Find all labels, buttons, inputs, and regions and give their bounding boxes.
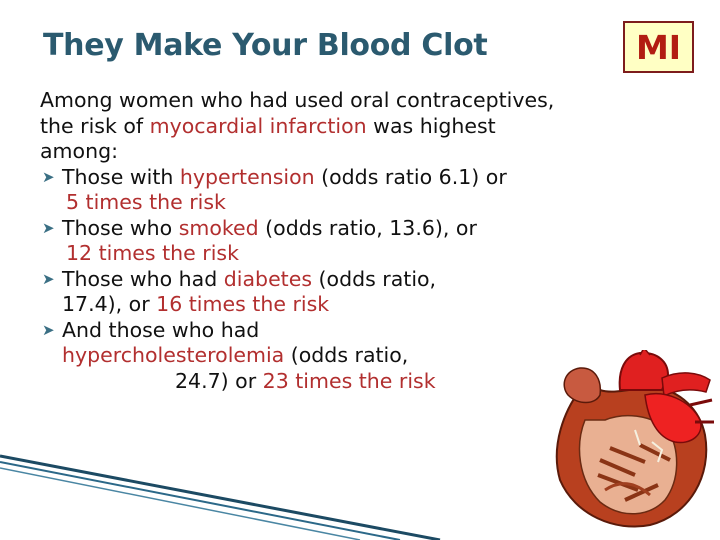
bullet-item-hypercholesterolemia-cont: hypercholesterolemia (odds ratio, (40, 343, 720, 369)
bullet-text: Those with (62, 164, 180, 189)
bullet-item-smoked: ➤ Those who smoked (odds ratio, 13.6), or (40, 216, 720, 242)
slide-title: They Make Your Blood Clot (43, 28, 488, 63)
bullet-text: (odds ratio, (312, 266, 437, 291)
heart-illustration (555, 350, 714, 528)
intro-text: was highest (366, 113, 496, 138)
bullet-item-hypertension-cont: 5 times the risk (40, 190, 720, 216)
bullet-text: And those who had (62, 317, 260, 342)
intro-line-2: the risk of myocardial infarction was hi… (40, 114, 720, 140)
bullet-text: (odds ratio, 13.6), or (258, 215, 477, 240)
bullet-icon: ➤ (42, 269, 55, 288)
diabetes-term: diabetes (223, 266, 313, 291)
bullet-item-diabetes: ➤ Those who had diabetes (odds ratio, (40, 267, 720, 293)
bullet-text: 24.7) or (175, 368, 263, 393)
bullet-text: Those who (62, 215, 179, 240)
bottom-left-decoration (0, 454, 441, 540)
bullet-icon: ➤ (42, 218, 55, 237)
bullet-item-smoked-cont: 12 times the risk (40, 241, 720, 267)
bullet-text: (odds ratio, (284, 343, 409, 367)
bullet-icon: ➤ (42, 320, 55, 339)
intro-line-3: among: (40, 139, 720, 165)
mi-badge: MI (623, 21, 694, 73)
bullet-text: 17.4), or (62, 292, 157, 316)
intro-text: the risk of (40, 113, 150, 138)
bullet-item-diabetes-cont: 17.4), or 16 times the risk (40, 292, 720, 318)
risk-multiplier: 23 times the risk (262, 368, 436, 393)
bullet-text: (odds ratio 6.1) or (314, 164, 507, 189)
risk-multiplier: 16 times the risk (156, 292, 330, 316)
bullet-icon: ➤ (42, 167, 55, 186)
hypertension-term: hypertension (179, 164, 315, 189)
bullet-text: Those who had (62, 266, 224, 291)
hypercholesterolemia-term: hypercholesterolemia (62, 343, 285, 367)
risk-multiplier: 12 times the risk (66, 241, 239, 265)
slide-body: Among women who had used oral contracept… (40, 88, 720, 394)
intro-line-1: Among women who had used oral contracept… (40, 88, 720, 114)
intro-text: Among women who had used oral contracept… (40, 88, 555, 112)
bullet-item-hypercholesterolemia-cont2: 24.7) or 23 times the risk (40, 369, 720, 395)
bullet-item-hypertension: ➤ Those with hypertension (odds ratio 6.1… (40, 165, 720, 191)
bullet-item-hypercholesterolemia: ➤ And those who had (40, 318, 720, 344)
intro-text: among: (40, 139, 118, 163)
myocardial-infarction-term: myocardial infarction (149, 113, 367, 138)
risk-multiplier: 5 times the risk (66, 190, 226, 214)
smoked-term: smoked (178, 215, 259, 240)
